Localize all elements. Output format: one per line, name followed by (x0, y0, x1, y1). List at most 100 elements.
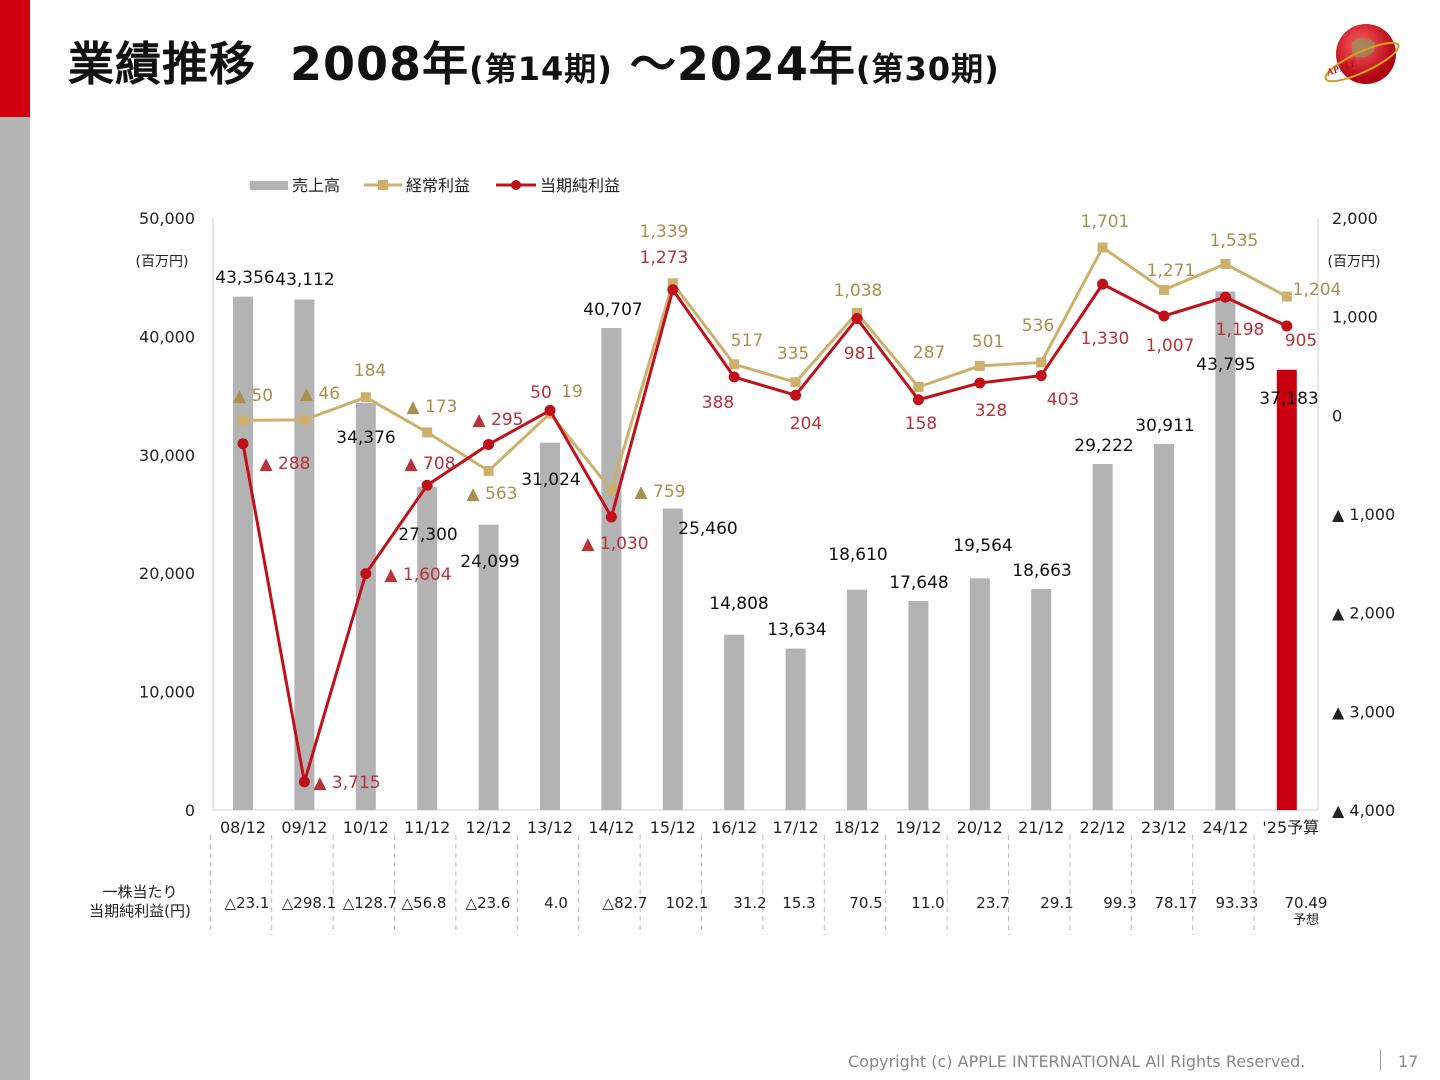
label-ordinary-profit: 184 (354, 361, 386, 381)
eps-value: 93.33 (1216, 894, 1259, 912)
left-tick-label: 30,000 (139, 446, 195, 465)
label-net-income: 1,007 (1146, 336, 1195, 356)
x-tick-label: 18/12 (834, 818, 880, 837)
label-ordinary-profit: 335 (777, 344, 809, 364)
footer-divider (1380, 1050, 1381, 1070)
label-ordinary-profit: ▲ 50 (233, 386, 273, 406)
label-net-income: 981 (844, 344, 876, 364)
label-ordinary-profit: 1,339 (640, 222, 689, 242)
legend-marker-ordinary-profit (378, 180, 388, 190)
marker-ordinary-profit (729, 359, 740, 370)
label-net-income: ▲ 288 (260, 454, 311, 474)
marker-net-income (483, 438, 495, 450)
marker-net-income (1281, 320, 1293, 332)
eps-label-line1: 一株当たり (102, 883, 178, 901)
label-net-income: 388 (702, 393, 734, 413)
marker-ordinary-profit (360, 392, 371, 403)
marker-net-income (360, 568, 372, 580)
label-ordinary-profit: ▲ 759 (635, 482, 686, 502)
marker-net-income (421, 479, 433, 491)
right-tick-label: ▲ 1,000 (1332, 505, 1395, 524)
x-tick-label: 19/12 (895, 818, 941, 837)
label-sales: 37,183 (1259, 389, 1318, 409)
eps-value: 70.5 (849, 894, 882, 912)
bar-sales (233, 296, 253, 811)
legend-label-sales: 売上高 (292, 176, 340, 195)
label-net-income: 328 (975, 401, 1007, 421)
marker-net-income (667, 284, 679, 296)
copyright: Copyright (c) APPLE INTERNATIONAL All Ri… (848, 1052, 1306, 1071)
label-ordinary-profit: 19 (561, 382, 583, 402)
marker-net-income (790, 389, 802, 401)
x-tick-label: 09/12 (281, 818, 327, 837)
label-ordinary-profit: 501 (972, 332, 1004, 352)
marker-net-income (1097, 278, 1109, 290)
bar-sales (785, 648, 806, 810)
title-start-period: (第14期) (469, 50, 613, 88)
label-net-income: ▲ 1,604 (384, 565, 451, 585)
label-sales: 31,024 (521, 470, 580, 490)
bar-sales (724, 634, 745, 810)
company-logo: APPLE (1324, 24, 1400, 84)
marker-ordinary-profit (1097, 242, 1108, 253)
bar-sales (417, 486, 438, 810)
label-sales: 17,648 (889, 573, 948, 593)
x-tick-label: 24/12 (1202, 818, 1248, 837)
label-ordinary-profit: 1,271 (1147, 261, 1196, 281)
x-tick-label: 10/12 (343, 818, 389, 837)
bar-sales (540, 442, 560, 810)
eps-value: 31.2 (733, 894, 766, 912)
sidebar-accent (0, 0, 30, 117)
x-tick-label: 23/12 (1141, 818, 1187, 837)
right-tick-label: ▲ 4,000 (1332, 801, 1395, 820)
marker-ordinary-profit (483, 465, 494, 476)
eps-row-label: 一株当たり 当期純利益(円) (70, 883, 210, 921)
eps-value: 29.1 (1040, 894, 1073, 912)
x-tick-label: 08/12 (220, 818, 266, 837)
label-sales: 19,564 (953, 536, 1012, 556)
label-sales: 29,222 (1074, 436, 1133, 456)
label-sales: 43,795 (1196, 355, 1255, 375)
eps-value: 78.17 (1155, 894, 1198, 912)
eps-label-line2: 当期純利益(円) (89, 902, 191, 920)
title-end-period: (第30期) (855, 50, 1000, 88)
left-tick-label: 20,000 (139, 564, 195, 583)
x-tick-label: 15/12 (650, 818, 696, 837)
label-net-income: ▲ 295 (473, 410, 524, 430)
legend-label-ordinary-profit: 経常利益 (406, 176, 470, 195)
label-sales: 18,610 (828, 545, 887, 565)
bar-sales (1092, 464, 1113, 810)
label-ordinary-profit: 1,038 (834, 281, 883, 301)
x-tick-label: '25予算 (1262, 818, 1319, 837)
left-tick-label: 40,000 (139, 327, 195, 346)
line-ordinary-profit (242, 245, 1288, 494)
bar-sales (1031, 589, 1052, 810)
marker-net-income (1219, 291, 1231, 303)
marker-ordinary-profit (790, 377, 801, 388)
label-net-income: 403 (1047, 390, 1079, 410)
bar-sales (908, 601, 929, 810)
label-ordinary-profit: 287 (913, 343, 945, 363)
label-net-income: 905 (1285, 331, 1317, 351)
sidebar-decoration (0, 0, 30, 1080)
title-tilde: ～ (629, 37, 677, 91)
marker-ordinary-profit (1281, 291, 1292, 302)
label-sales: 30,911 (1135, 416, 1194, 436)
eps-value: △128.7 (343, 894, 397, 912)
page-number: 17 (1398, 1052, 1419, 1071)
x-tick-label: 12/12 (466, 818, 512, 837)
label-ordinary-profit: ▲ 563 (467, 484, 518, 504)
label-sales: 25,460 (678, 519, 737, 539)
label-sales: 40,707 (583, 300, 642, 320)
marker-net-income (974, 377, 986, 389)
marker-ordinary-profit (299, 414, 310, 425)
marker-ordinary-profit (974, 360, 985, 371)
left-axis-unit: (百万円) (136, 254, 189, 270)
eps-value: △56.8 (402, 894, 447, 912)
page-title: 業績推移 2008年(第14期) ～2024年(第30期) (68, 28, 1000, 94)
label-ordinary-profit: ▲ 46 (300, 384, 340, 404)
x-tick-label: 20/12 (957, 818, 1003, 837)
label-ordinary-profit: 1,204 (1293, 280, 1342, 300)
marker-net-income (1035, 370, 1047, 382)
